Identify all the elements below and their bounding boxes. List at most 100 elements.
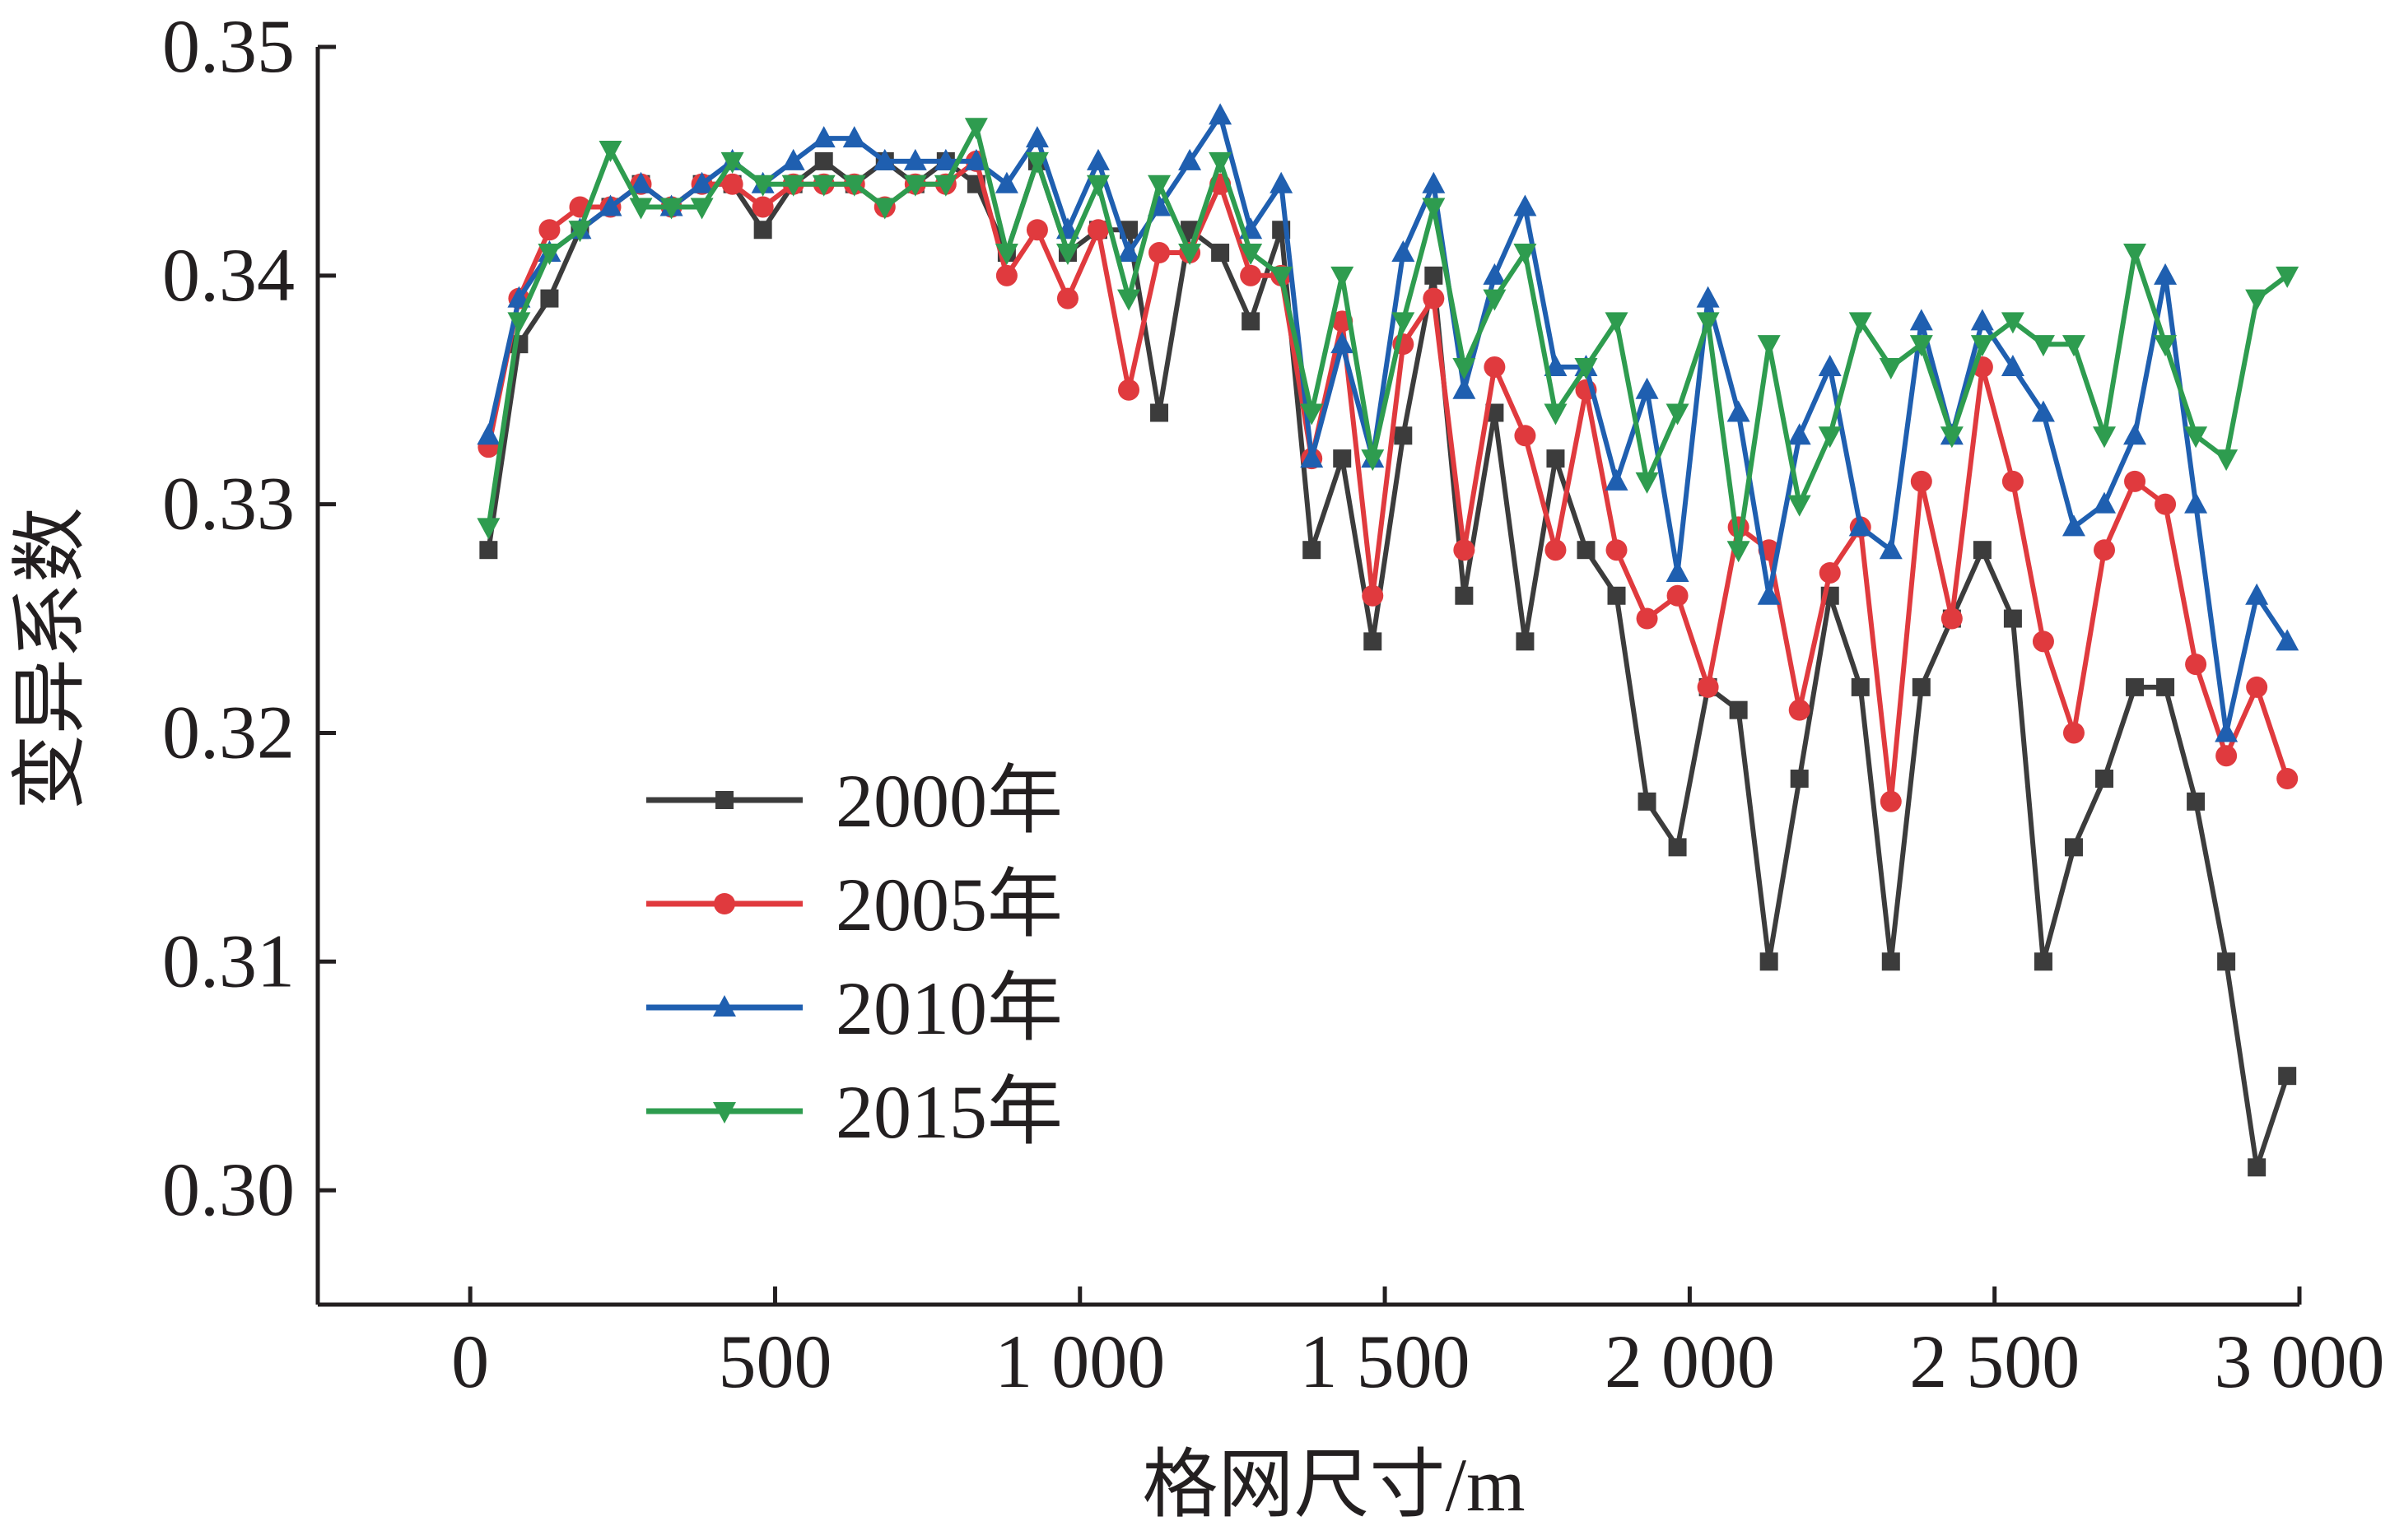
data-point	[1940, 426, 1964, 449]
data-point	[1362, 584, 1384, 607]
data-point	[1726, 400, 1750, 422]
data-point	[2123, 244, 2147, 266]
data-point	[1117, 240, 1141, 263]
data-point	[2187, 792, 2206, 811]
data-point	[1209, 151, 1232, 174]
data-point	[2154, 263, 2178, 285]
data-point	[2215, 745, 2238, 767]
data-point	[1848, 514, 1872, 537]
data-point	[964, 118, 988, 140]
data-point	[1455, 586, 1474, 605]
data-point	[1150, 403, 1169, 422]
data-point	[1668, 838, 1687, 857]
data-point	[2095, 770, 2114, 789]
legend-item: 2000年	[646, 759, 1063, 843]
legend: 2000年 2005年 2010年 2015年	[646, 759, 1063, 1154]
data-point	[1818, 354, 1842, 376]
data-point	[1361, 449, 1385, 472]
data-point	[1879, 357, 1903, 379]
data-point	[995, 171, 1018, 193]
data-point	[2062, 514, 2085, 537]
data-point	[753, 221, 772, 240]
data-point	[1607, 586, 1626, 605]
data-point	[1880, 790, 1902, 812]
data-point	[2245, 583, 2269, 605]
y-tick-label: 0.32	[162, 690, 295, 774]
data-point	[934, 148, 957, 170]
y-tick-label: 0.35	[162, 4, 295, 88]
data-point	[1940, 607, 1963, 630]
data-point	[1452, 357, 1476, 379]
data-point	[1270, 266, 1293, 288]
data-point	[599, 141, 622, 163]
data-point	[540, 289, 559, 308]
data-point	[479, 541, 498, 560]
x-tick-label: 2 000	[1605, 1319, 1775, 1403]
data-point	[1330, 332, 1354, 354]
x-tick-label: 2 500	[1909, 1319, 2080, 1403]
data-point	[873, 198, 897, 220]
data-point	[629, 198, 653, 220]
data-point	[721, 173, 743, 195]
data-point	[2276, 629, 2299, 651]
x-tick-label: 500	[718, 1319, 832, 1403]
x-tick-label: 1 500	[1300, 1319, 1470, 1403]
data-point	[1363, 632, 1382, 651]
data-point	[1483, 263, 1507, 285]
data-point	[1484, 356, 1506, 378]
data-point	[1544, 539, 1567, 561]
data-point	[538, 219, 561, 241]
legend-item: 2015年	[646, 1070, 1063, 1154]
data-point	[2032, 630, 2054, 653]
data-point	[1239, 244, 1263, 266]
data-point	[477, 518, 501, 540]
data-point	[1300, 403, 1324, 426]
data-point	[1394, 426, 1413, 445]
data-point	[1635, 377, 1659, 399]
data-point	[629, 171, 653, 193]
data-point	[1178, 244, 1202, 266]
data-point	[1453, 539, 1475, 561]
data-point	[1333, 449, 1352, 468]
data-point	[1330, 266, 1354, 288]
data-point	[2276, 266, 2299, 288]
data-point	[2155, 493, 2177, 515]
data-point	[1879, 537, 1903, 560]
data-point	[1759, 952, 1778, 971]
x-tick-label: 3 000	[2215, 1319, 2385, 1403]
data-point	[1757, 335, 1781, 357]
legend-item: 2010年	[646, 966, 1063, 1050]
data-point	[781, 174, 805, 197]
data-point	[1638, 792, 1656, 811]
data-point	[1423, 287, 1445, 309]
data-point	[995, 264, 1018, 286]
data-point	[2031, 335, 2055, 357]
data-point	[1605, 312, 1628, 334]
data-point	[2276, 768, 2299, 790]
data-point	[2245, 289, 2269, 311]
data-point	[599, 194, 622, 216]
data-point	[2034, 952, 2052, 971]
data-point	[1087, 219, 1109, 241]
data-point	[2031, 400, 2055, 422]
y-tick-label: 0.34	[162, 233, 295, 317]
data-point	[1055, 244, 1079, 266]
data-point	[903, 174, 927, 197]
data-point	[2093, 491, 2117, 514]
data-point	[1544, 403, 1568, 426]
data-point	[1452, 377, 1476, 399]
series-group	[477, 103, 2299, 1177]
data-point	[1422, 198, 1446, 220]
data-point	[1635, 472, 1659, 494]
data-point	[2094, 539, 2116, 561]
data-point	[1910, 470, 1932, 492]
data-point	[1970, 309, 1994, 331]
data-point	[812, 126, 836, 148]
legend-marker	[714, 893, 735, 914]
data-point	[1851, 677, 1870, 696]
data-point	[1302, 541, 1321, 560]
data-point	[812, 174, 836, 197]
data-point	[1912, 677, 1931, 696]
data-point	[2062, 335, 2085, 357]
